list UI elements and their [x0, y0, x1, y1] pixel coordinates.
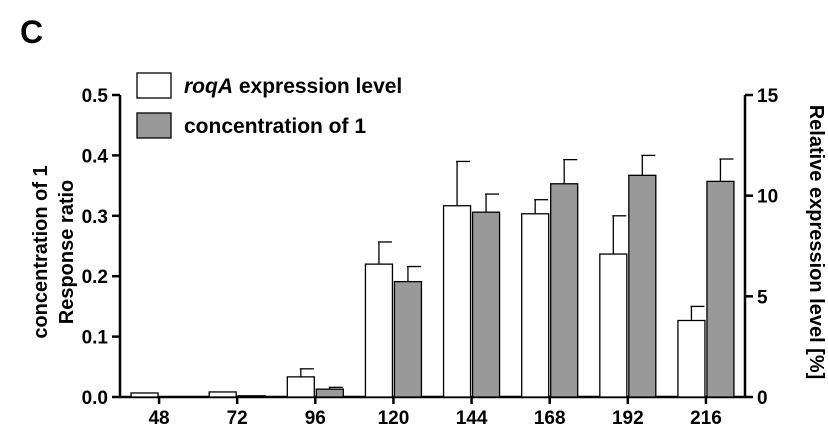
- bar-concentration: [550, 183, 579, 398]
- bar-concentration: [628, 174, 657, 398]
- bar-concentration: [237, 395, 266, 398]
- bars: [130, 154, 735, 398]
- y-tick-label-left: 0.4: [82, 146, 109, 167]
- y-tick-label-right: 15: [757, 86, 779, 107]
- bar-concentration: [706, 180, 735, 398]
- y-tick-label-left: 0.0: [82, 388, 108, 409]
- y-tick-label-left: 0.3: [82, 207, 108, 228]
- legend-swatch: [136, 72, 172, 99]
- x-tick-label: 192: [612, 408, 644, 429]
- bar-roqa-expression: [599, 253, 628, 398]
- bar-roqa-expression: [442, 205, 472, 398]
- bar-concentration: [393, 280, 423, 398]
- bar-roqa-expression: [286, 376, 315, 398]
- x-tick-label: 120: [378, 408, 410, 429]
- x-tick-label: 144: [456, 408, 488, 429]
- y-axis-label-left-line2: Response ratio: [56, 180, 78, 324]
- bar-roqa-expression: [364, 263, 394, 398]
- y-tick-label-right: 0: [757, 388, 768, 409]
- y-axis-label-left: concentration of 1 Response ratio: [30, 165, 78, 338]
- x-tick-label: 168: [534, 408, 566, 429]
- x-tick-label: 72: [227, 408, 248, 429]
- bar-roqa-expression: [208, 391, 237, 398]
- legend: roqA expression level concentration of 1: [136, 72, 402, 139]
- bar-roqa-expression: [677, 319, 706, 398]
- x-tick-label: 216: [690, 408, 722, 429]
- x-tick-label: 48: [148, 408, 169, 429]
- y-tick-label-right: 10: [757, 187, 778, 208]
- legend-label: roqA expression level: [184, 75, 402, 98]
- y-tick-label-right: 5: [757, 287, 768, 308]
- x-tick-label: 96: [305, 408, 326, 429]
- panel-letter: C: [20, 14, 43, 50]
- y-tick-label-left: 0.1: [82, 328, 109, 349]
- legend-swatch: [136, 112, 172, 139]
- bar-concentration: [315, 388, 344, 398]
- y-tick-label-left: 0.5: [82, 86, 109, 107]
- bar-roqa-expression: [521, 213, 550, 398]
- bar-concentration: [471, 211, 501, 398]
- bar-roqa-expression: [130, 392, 159, 398]
- y-tick-label-left: 0.2: [82, 267, 108, 288]
- y-axis-label-right: Relative expression level [%]: [805, 105, 827, 380]
- y-axis-label-left-line1: concentration of 1: [30, 165, 52, 338]
- legend-label: concentration of 1: [184, 115, 366, 138]
